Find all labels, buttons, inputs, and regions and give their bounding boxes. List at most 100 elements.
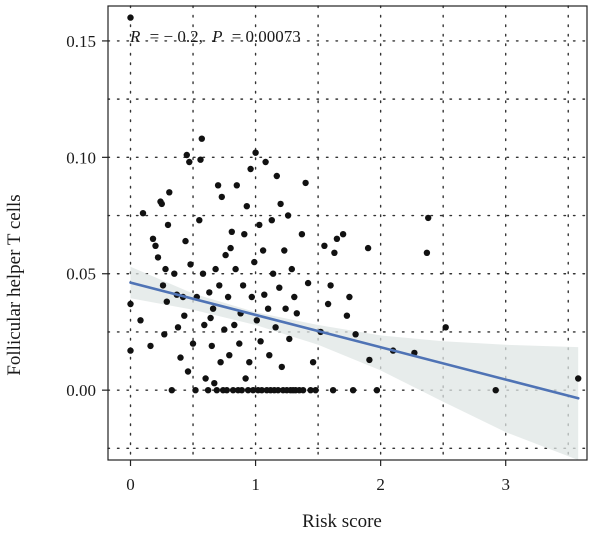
data-point — [217, 359, 224, 366]
data-point — [228, 228, 235, 235]
data-point — [164, 221, 172, 229]
data-point — [253, 317, 260, 324]
data-point — [575, 375, 582, 382]
r-value: = − 0.2, — [150, 27, 203, 46]
data-point — [223, 387, 230, 394]
data-point — [298, 231, 306, 238]
x-tick-label: 0 — [126, 475, 135, 494]
data-point — [212, 265, 219, 273]
data-point — [186, 158, 193, 166]
data-point — [159, 282, 167, 289]
data-point — [232, 265, 239, 273]
data-point — [213, 387, 220, 394]
data-point — [139, 210, 147, 217]
y-tick-label: 0.05 — [66, 265, 96, 284]
data-point — [366, 356, 373, 364]
data-point — [293, 310, 300, 317]
data-point — [302, 179, 309, 187]
data-point — [199, 270, 207, 277]
data-point — [268, 217, 275, 224]
data-point — [364, 244, 372, 252]
data-point — [152, 242, 159, 249]
data-point — [244, 387, 252, 394]
data-point — [282, 305, 289, 312]
data-point — [343, 312, 351, 319]
data-point — [288, 265, 295, 273]
data-point — [216, 282, 223, 289]
data-point — [192, 387, 199, 394]
data-point — [208, 342, 215, 350]
data-point — [187, 261, 194, 268]
p-value: = 0.00073 — [232, 27, 301, 46]
data-point — [201, 321, 208, 329]
data-point — [258, 387, 265, 394]
data-point — [183, 151, 190, 159]
x-axis-ticks: 0 1 2 3 — [126, 460, 510, 494]
data-point — [247, 165, 254, 173]
data-point — [197, 156, 204, 163]
data-point — [252, 149, 259, 156]
data-point — [329, 387, 337, 394]
data-point — [264, 305, 272, 312]
data-point — [278, 363, 285, 371]
data-point — [286, 335, 293, 343]
data-point — [242, 375, 249, 382]
data-point — [304, 279, 312, 287]
data-point — [284, 212, 292, 219]
data-point — [222, 251, 229, 259]
data-point — [168, 387, 175, 394]
regression-line-layer — [129, 281, 580, 400]
data-point — [248, 293, 255, 301]
data-point — [249, 387, 257, 394]
data-point — [231, 321, 238, 329]
x-tick-label: 2 — [376, 475, 385, 494]
data-point — [321, 242, 328, 249]
data-point — [198, 135, 205, 142]
data-point — [331, 249, 338, 256]
data-point — [269, 270, 277, 277]
r-label: R — [129, 27, 141, 46]
data-point — [492, 387, 499, 394]
data-point — [299, 387, 307, 394]
y-tick-label: 0.00 — [66, 381, 96, 400]
data-point — [196, 217, 203, 224]
data-point — [333, 235, 341, 242]
data-point — [161, 331, 168, 338]
data-point — [423, 249, 431, 256]
data-point — [236, 340, 243, 347]
data-point — [261, 291, 268, 298]
data-point — [312, 387, 319, 394]
data-point — [177, 354, 184, 361]
data-point — [307, 387, 314, 394]
data-point — [425, 214, 432, 222]
data-point — [137, 317, 144, 324]
data-point — [273, 172, 280, 180]
y-axis-ticks: 0.00 0.05 0.10 0.15 — [66, 32, 108, 400]
data-point — [259, 247, 267, 254]
data-point — [166, 189, 173, 196]
data-point — [309, 359, 317, 366]
data-point — [202, 375, 209, 382]
y-axis-label: Follicular helper T cells — [4, 194, 25, 375]
data-point — [239, 282, 247, 289]
data-point — [262, 158, 269, 166]
x-axis-label: Risk score — [302, 511, 382, 532]
data-point — [229, 387, 237, 394]
data-point — [246, 359, 253, 366]
data-point — [274, 387, 282, 394]
regression-line — [129, 281, 580, 400]
data-point — [149, 235, 157, 242]
data-point — [233, 182, 240, 189]
data-point — [339, 231, 347, 238]
data-point — [127, 300, 134, 308]
data-point — [327, 282, 334, 289]
data-point — [373, 387, 381, 394]
data-point — [221, 326, 228, 333]
p-label: P — [211, 27, 222, 46]
data-point — [277, 200, 284, 208]
data-point — [291, 293, 298, 301]
data-point — [227, 244, 234, 252]
data-point — [281, 247, 288, 254]
data-point — [207, 314, 214, 322]
data-point — [346, 293, 353, 301]
